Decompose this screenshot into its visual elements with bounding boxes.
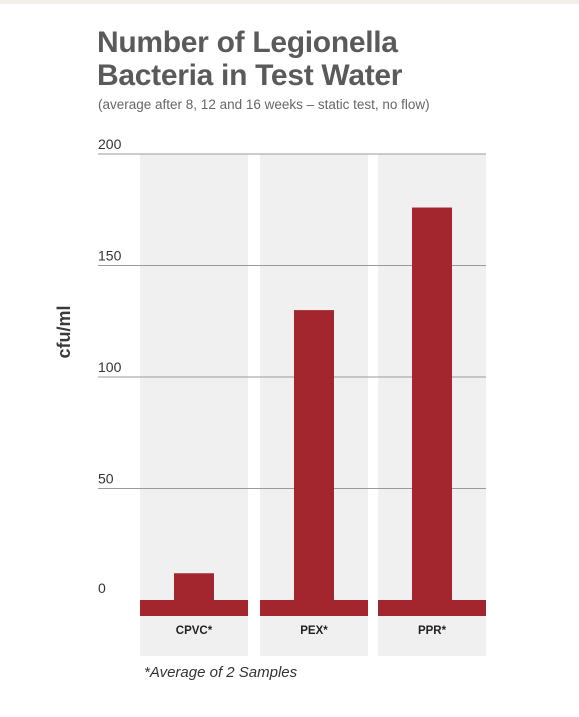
y-tick-label: 50: [98, 471, 114, 487]
panel-background: [140, 154, 248, 656]
bar-ppr: [412, 207, 452, 600]
baseline-band: [378, 600, 486, 616]
chart-title-line2: Bacteria in Test Water: [97, 59, 403, 92]
chart-subtitle: (average after 8, 12 and 16 weeks – stat…: [98, 97, 430, 112]
y-tick-label: 150: [98, 248, 122, 264]
footnote: *Average of 2 Samples: [144, 664, 298, 681]
bar-cpvc: [174, 573, 214, 600]
x-tick-label: PPR*: [418, 625, 447, 637]
x-tick-label: CPVC*: [176, 625, 213, 637]
x-tick-label: PEX*: [300, 625, 328, 637]
y-tick-label: 100: [98, 359, 122, 375]
chart-title-line1: Number of Legionella: [97, 26, 398, 59]
top-strip: [0, 0, 579, 4]
bar-pex: [294, 310, 334, 600]
baseline-band: [260, 600, 368, 616]
y-tick-label: 0: [98, 580, 106, 596]
y-tick-label: 200: [98, 136, 122, 152]
baseline-band: [140, 600, 248, 616]
chart-title: Number of Legionella Bacteria in Test Wa…: [97, 26, 557, 92]
